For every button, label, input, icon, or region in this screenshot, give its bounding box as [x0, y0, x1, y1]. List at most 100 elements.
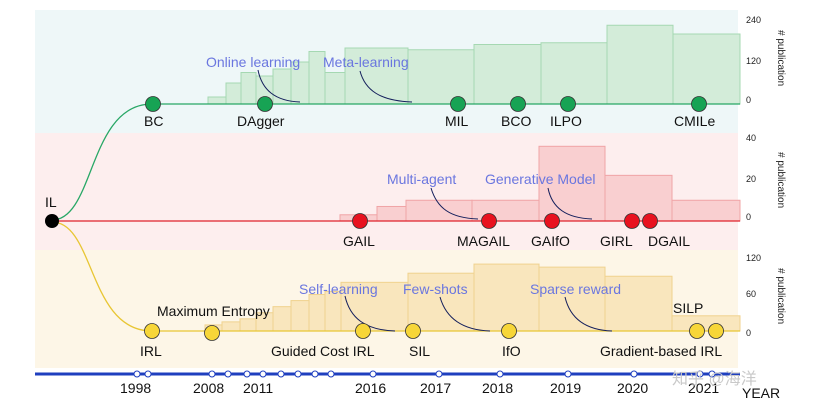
meta-learning-pointer: [359, 70, 413, 103]
label-girl: GIRL: [600, 233, 633, 249]
sparse-reward-pointer: [564, 296, 613, 332]
irl-bar-4: [272, 306, 292, 332]
timeline-tick-markers: [133, 370, 716, 378]
label-cmile: CMILe: [674, 113, 715, 129]
bc-bar-1: [225, 82, 242, 105]
timeline-tick-3: [224, 370, 232, 378]
il-root-label: IL: [45, 194, 57, 210]
irl-tick-mid: 60: [746, 289, 756, 299]
timeline-tick-14: [630, 370, 638, 378]
watermark: 知乎 @海洋: [672, 370, 757, 388]
year-2021: 2021: [688, 380, 719, 396]
year-2016: 2016: [355, 380, 386, 396]
node-maximum-entropy[interactable]: [204, 325, 220, 341]
irl-bar-6: [308, 294, 326, 332]
bc-bar-10: [473, 44, 542, 105]
label-sil: SIL: [409, 343, 430, 359]
year-2019: 2019: [550, 380, 581, 396]
label-guided-cost-irl: Guided Cost IRL: [271, 343, 375, 359]
node-dgail[interactable]: [642, 213, 658, 229]
timeline-label: YEAR: [742, 385, 780, 401]
node-bc[interactable]: [145, 96, 161, 112]
node-bco[interactable]: [510, 96, 526, 112]
annotation-online-learning: Online learning: [206, 54, 300, 70]
label-silp: SILP: [673, 300, 703, 316]
bc-bar-13: [672, 33, 741, 105]
node-girl[interactable]: [624, 213, 640, 229]
year-2017: 2017: [420, 380, 451, 396]
node-gaifo[interactable]: [544, 213, 560, 229]
irl-bar-13: [671, 315, 741, 332]
year-2018: 2018: [482, 380, 513, 396]
timeline-tick-12: [496, 370, 504, 378]
timeline-tick-0: [133, 370, 141, 378]
node-sil[interactable]: [405, 323, 421, 339]
annotation-few-shots: Few-shots: [403, 281, 468, 297]
timeline-tick-8: [311, 370, 319, 378]
gail-tick-zero: 0: [746, 212, 751, 222]
timeline-tick-1: [144, 370, 152, 378]
irl-bar-7: [324, 290, 342, 332]
gail-bar-1: [376, 205, 407, 222]
node-gradient-based-irl[interactable]: [689, 323, 705, 339]
bc-bar-11: [540, 42, 608, 105]
bc-tick-mid: 120: [746, 56, 761, 66]
timeline-tick-10: [369, 370, 377, 378]
label-bco: BCO: [501, 113, 531, 129]
gail-bar-6: [671, 199, 741, 222]
irl-bar-8: [340, 281, 409, 332]
node-mil[interactable]: [450, 96, 466, 112]
timeline-tick-11: [435, 370, 443, 378]
il-root-node[interactable]: [45, 214, 59, 228]
irl-bar-2: [239, 318, 257, 332]
gail-axis-title: # publication: [775, 152, 786, 208]
annotation-generative-model: Generative Model: [485, 171, 596, 187]
timeline-tick-16: [708, 370, 716, 378]
year-1998: 1998: [120, 380, 151, 396]
node-cmile[interactable]: [691, 96, 707, 112]
timeline-tick-4: [243, 370, 251, 378]
timeline-tick-2: [208, 370, 216, 378]
irl-branch-line: [51, 221, 740, 332]
multi-agent-pointer: [430, 187, 479, 220]
bc-bar-0: [207, 96, 227, 105]
bc-publication-bars: [207, 24, 741, 105]
bc-bar-9: [407, 49, 475, 105]
label-gradient-based-irl: Gradient-based IRL: [600, 343, 722, 359]
irl-bar-1: [221, 321, 241, 332]
irl-bar-9: [407, 272, 475, 332]
node-ilpo[interactable]: [560, 96, 576, 112]
gail-tick-mid: 20: [746, 174, 756, 184]
few-shots-pointer: [439, 296, 491, 332]
gail-publication-bars: [339, 145, 741, 222]
node-dagger[interactable]: [257, 96, 273, 112]
label-ilpo: ILPO: [550, 113, 582, 129]
label-gail: GAIL: [343, 233, 375, 249]
node-silp[interactable]: [708, 323, 724, 339]
timeline-tick-13: [564, 370, 572, 378]
bc-tick-zero: 0: [746, 95, 751, 105]
annotation-sparse-reward: Sparse reward: [530, 281, 621, 297]
node-guided-cost-irl[interactable]: [355, 323, 371, 339]
irl-tick-zero: 0: [746, 328, 751, 338]
label-gaifo: GAIfO: [531, 233, 570, 249]
node-gail[interactable]: [352, 213, 368, 229]
node-magail[interactable]: [481, 213, 497, 229]
irl-axis-title: # publication: [775, 268, 786, 324]
label-ifo: IfO: [502, 343, 521, 359]
label-irl: IRL: [140, 343, 162, 359]
year-2008: 2008: [193, 380, 224, 396]
node-irl[interactable]: [144, 323, 160, 339]
irl-bar-12: [604, 275, 673, 332]
irl-bar-11: [538, 266, 606, 332]
gail-bar-5: [604, 174, 673, 222]
node-ifo[interactable]: [501, 323, 517, 339]
online-learning-pointer: [257, 69, 301, 103]
timeline-tick-15: [696, 370, 704, 378]
bc-bar-8: [344, 47, 409, 105]
annotation-meta-learning: Meta-learning: [323, 54, 409, 70]
gail-tick-max: 40: [746, 133, 756, 143]
bc-bar-12: [606, 24, 674, 105]
label-bc: BC: [144, 113, 163, 129]
